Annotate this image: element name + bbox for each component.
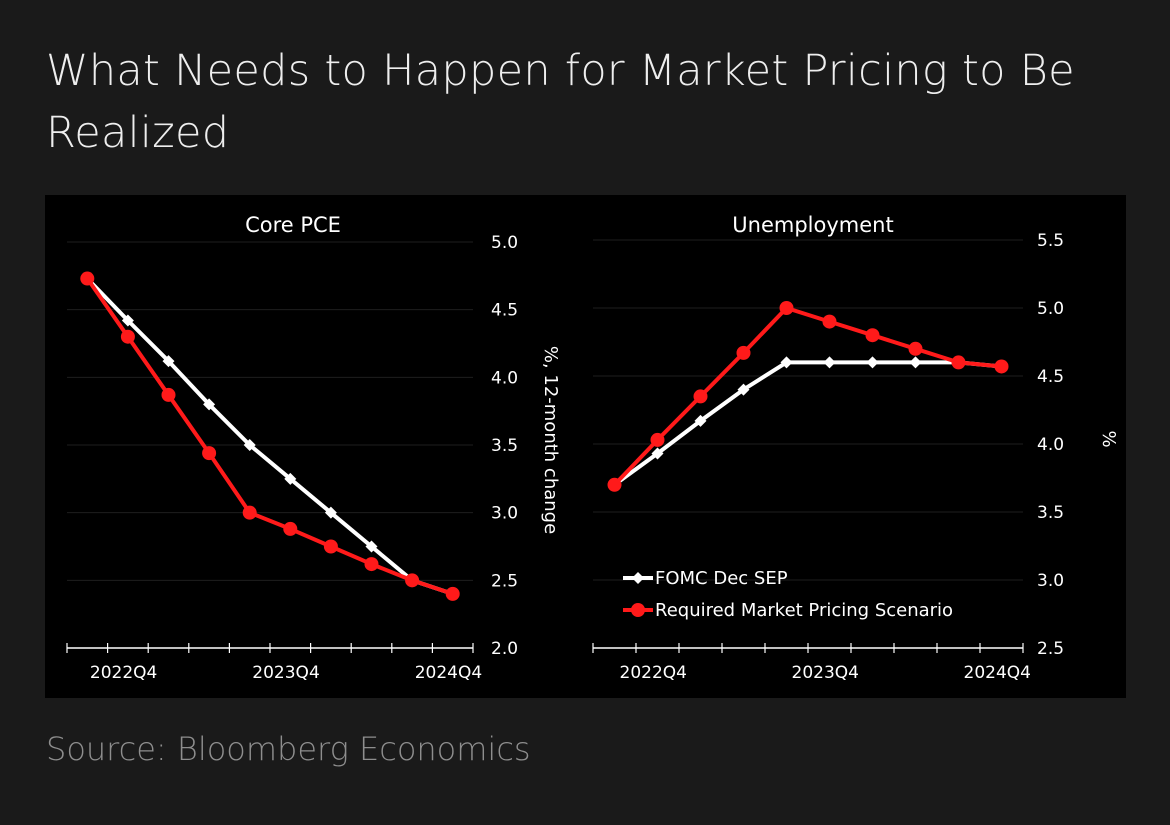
series-line-fomc xyxy=(613,360,1002,487)
page-title: What Needs to Happen for Market Pricing … xyxy=(46,46,1075,158)
y-tick-label: 3.5 xyxy=(491,436,518,456)
y-tick-label: 4.0 xyxy=(1037,435,1064,455)
data-point-market xyxy=(908,341,923,356)
data-point-fomc xyxy=(284,472,297,485)
data-point-market xyxy=(242,505,257,520)
data-point-fomc xyxy=(365,540,378,553)
series-line-fomc xyxy=(85,277,454,596)
data-point-fomc xyxy=(324,506,337,519)
data-point-fomc xyxy=(737,383,750,396)
source-note: Source: Bloomberg Economics xyxy=(46,730,531,768)
series-line-market xyxy=(85,277,454,596)
data-point-market xyxy=(607,477,622,492)
legend-marker xyxy=(632,572,644,584)
legend-marker xyxy=(631,603,645,617)
data-point-market xyxy=(693,389,708,404)
y-tick-label: 5.0 xyxy=(491,233,518,253)
data-point-market xyxy=(283,521,298,536)
data-point-market xyxy=(994,359,1009,374)
data-point-fomc xyxy=(694,414,707,427)
data-point-fomc xyxy=(243,439,256,451)
x-tick-label: 2023Q4 xyxy=(252,663,319,683)
y-tick-label: 3.0 xyxy=(1037,571,1064,591)
data-point-market xyxy=(80,271,95,286)
y-axis-label: % xyxy=(1098,430,1119,447)
y-tick-label: 3.5 xyxy=(1037,503,1064,523)
y-tick-label: 3.0 xyxy=(491,504,518,524)
series-line-market xyxy=(613,306,1002,487)
legend-label: FOMC Dec SEP xyxy=(655,568,788,589)
data-point-market xyxy=(405,573,420,588)
data-point-fomc xyxy=(909,356,922,369)
charts-svg: 2.0 2.5 3.0 3.5 4.0 4.5 5.0 2022Q4 2023Q4 2024Q4 C… xyxy=(66,213,1119,683)
charts-panel: 2.0 2.5 3.0 3.5 4.0 4.5 5.0 2022Q4 2023Q4 2024Q4 C… xyxy=(45,195,1126,698)
data-point-fomc xyxy=(866,356,879,369)
data-point-fomc xyxy=(203,398,216,411)
x-tick-label: 2022Q4 xyxy=(90,663,157,683)
data-point-market xyxy=(865,328,880,343)
y-axis-label: %, 12-month change xyxy=(540,346,561,534)
chart-title: Core PCE xyxy=(245,213,341,237)
x-tick-label: 2023Q4 xyxy=(792,663,859,683)
y-tick-label: 2.5 xyxy=(491,571,518,591)
data-point-fomc xyxy=(651,447,664,460)
chart-title: Unemployment xyxy=(732,213,893,237)
data-point-market xyxy=(364,557,379,572)
y-tick-label: 2.0 xyxy=(491,639,518,659)
x-tick-label: 2024Q4 xyxy=(415,663,482,683)
y-tick-label: 2.5 xyxy=(1037,639,1064,659)
x-tick-label: 2024Q4 xyxy=(964,663,1031,683)
data-point-market xyxy=(951,355,966,370)
data-point-fomc xyxy=(823,356,836,369)
data-point-fomc xyxy=(162,355,175,368)
data-point-market xyxy=(445,586,460,601)
data-point-market xyxy=(650,432,665,447)
legend-label: Required Market Pricing Scenario xyxy=(655,600,953,621)
x-tick-label: 2022Q4 xyxy=(620,663,687,683)
data-point-fomc xyxy=(780,356,793,369)
y-tick-label: 4.5 xyxy=(1037,367,1064,387)
y-tick-label: 5.5 xyxy=(1037,231,1064,251)
y-tick-label: 4.0 xyxy=(491,368,518,388)
data-point-fomc xyxy=(121,314,134,327)
data-point-market xyxy=(161,387,176,402)
data-point-market xyxy=(822,314,837,329)
data-point-market xyxy=(736,345,751,360)
y-tick-label: 5.0 xyxy=(1037,299,1064,319)
data-point-market xyxy=(323,539,338,554)
y-tick-label: 4.5 xyxy=(491,301,518,321)
data-point-market xyxy=(120,329,135,344)
data-point-market xyxy=(202,446,217,461)
data-point-market xyxy=(779,301,794,315)
